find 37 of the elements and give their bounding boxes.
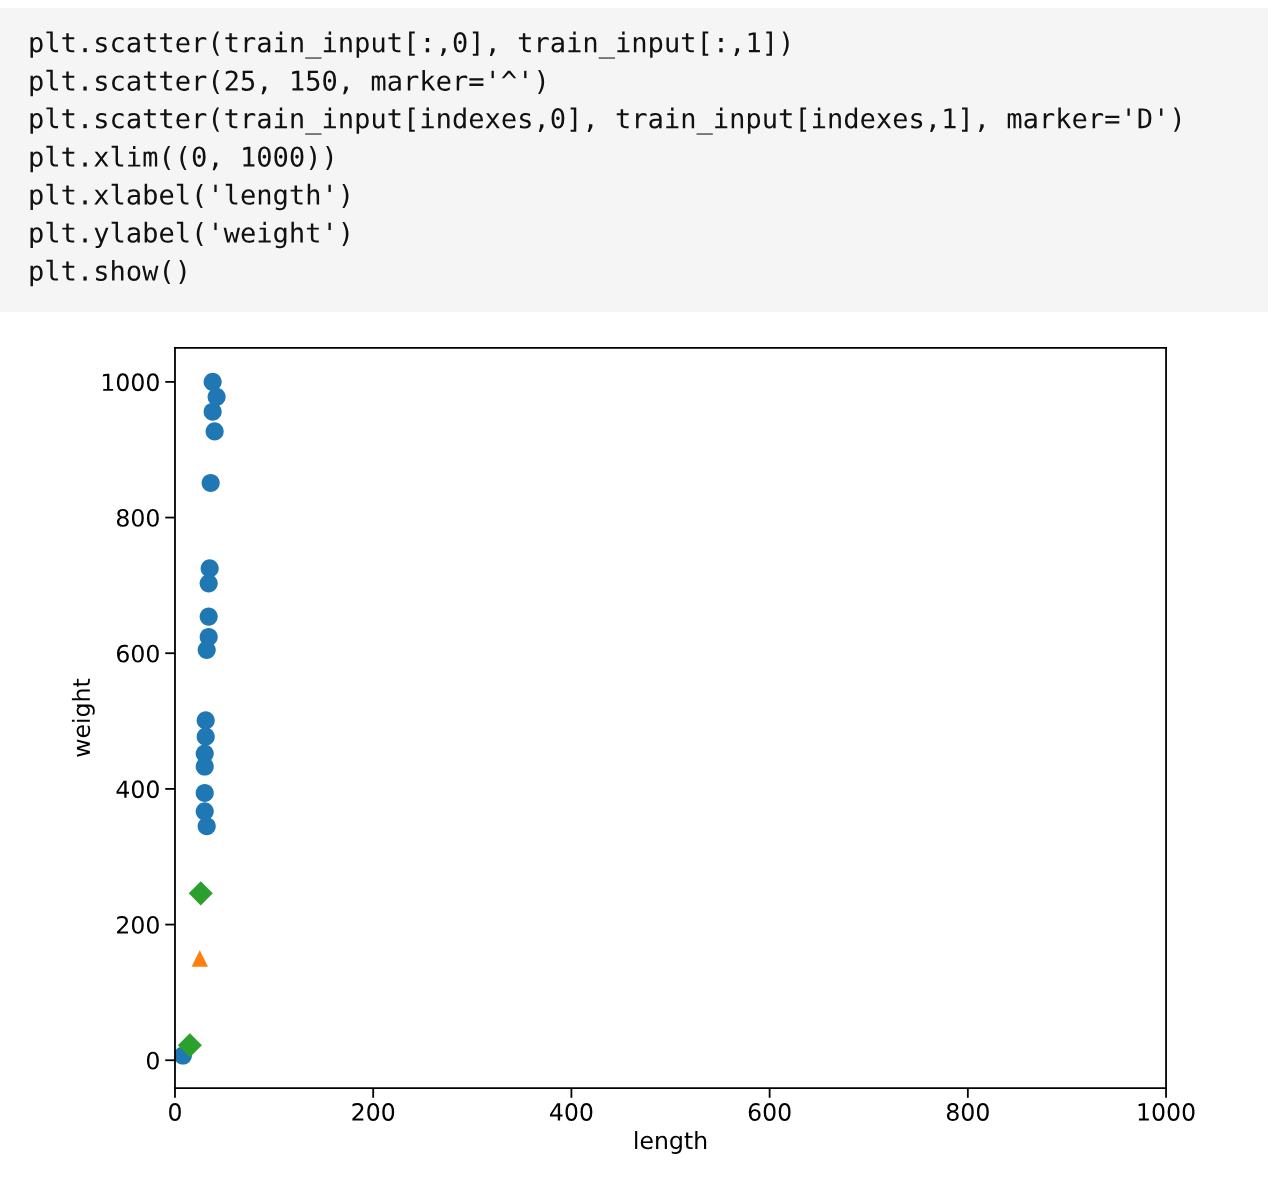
point (203, 402, 222, 421)
x-tick-label: 800 (946, 1103, 989, 1121)
point (201, 473, 220, 493)
x-tick-label: 200 (352, 1103, 395, 1121)
y-tick-label: 600 (116, 644, 159, 663)
text: plt.scatter(25, 150, marker='^') (30, 69, 545, 97)
point (205, 422, 224, 441)
y-axis-title: weight (71, 678, 95, 757)
y-tick-label: 0 (146, 1051, 159, 1070)
y-tick-label: 400 (116, 780, 159, 799)
text: plt.scatter(train_input[:,0], train_input[:,1]) (30, 31, 789, 59)
text: plt.ylabel('weight') (30, 221, 349, 249)
x-tick-label: 400 (550, 1103, 593, 1121)
x-tick-label: 1000 (1138, 1103, 1195, 1121)
y-tick-label: 200 (117, 916, 159, 934)
y-tick-label: 1000 (102, 373, 159, 392)
text: plt.xlabel('length') (30, 183, 349, 211)
point (199, 607, 218, 626)
point (195, 802, 214, 821)
text: plt.scatter(train_input[indexes,0], train_input[indexes,1], marker='D') (30, 107, 1181, 135)
point (203, 372, 222, 391)
point (191, 950, 208, 967)
point (188, 881, 213, 906)
point (196, 711, 215, 730)
point (197, 817, 216, 836)
x-tick-label: 600 (748, 1103, 791, 1121)
x-tick-label: 0 (169, 1103, 181, 1121)
text: plt.show() (30, 259, 186, 287)
point (199, 574, 218, 593)
x-axis-title: length (635, 1131, 707, 1154)
point (196, 727, 215, 746)
point (207, 387, 226, 406)
point (195, 783, 214, 803)
text: plt.xlim((0, 1000)) (30, 145, 333, 173)
point (197, 640, 216, 659)
point (177, 1033, 202, 1058)
y-tick-label: 800 (116, 508, 159, 527)
